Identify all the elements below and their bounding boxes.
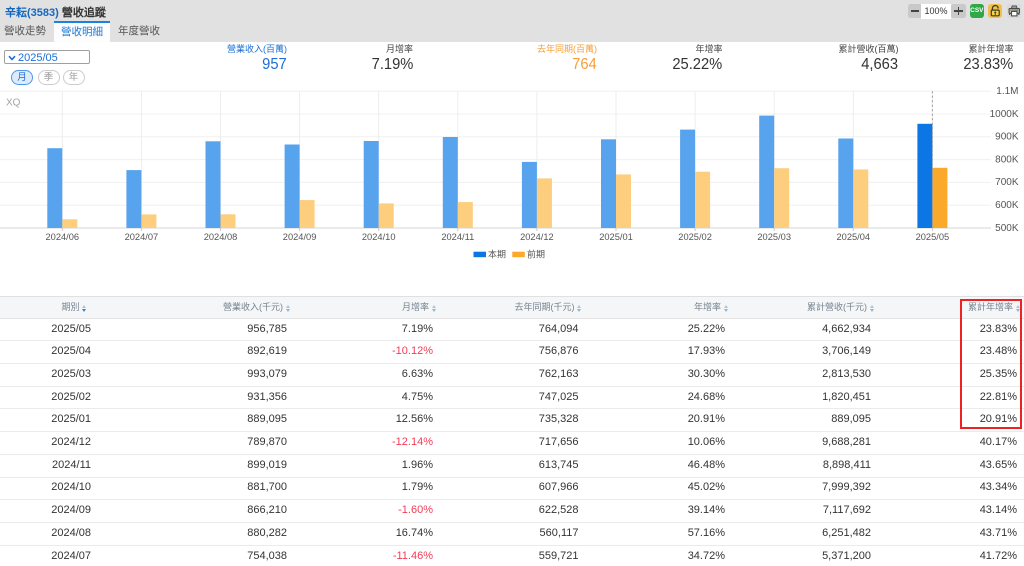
svg-text:2025/03: 2025/03 — [757, 232, 791, 242]
svg-text:XQ: XQ — [6, 98, 21, 109]
svg-text:600K: 600K — [995, 200, 1019, 211]
svg-text:2025/02: 2025/02 — [678, 232, 712, 242]
svg-text:700K: 700K — [995, 177, 1019, 188]
svg-text:本期: 本期 — [488, 249, 506, 260]
svg-text:800K: 800K — [995, 154, 1019, 165]
svg-text:2024/09: 2024/09 — [283, 232, 317, 242]
svg-text:1000K: 1000K — [990, 109, 1019, 120]
svg-text:2024/10: 2024/10 — [362, 232, 396, 242]
svg-text:前期: 前期 — [527, 249, 545, 260]
svg-text:2024/07: 2024/07 — [125, 232, 159, 242]
svg-text:2024/06: 2024/06 — [45, 232, 79, 242]
svg-text:2025/05: 2025/05 — [916, 232, 950, 242]
svg-text:2024/11: 2024/11 — [441, 232, 474, 242]
svg-text:2024/12: 2024/12 — [520, 232, 554, 242]
svg-text:2025/04: 2025/04 — [836, 232, 870, 242]
svg-text:2025/01: 2025/01 — [599, 232, 633, 242]
svg-text:1.1M: 1.1M — [996, 86, 1018, 97]
svg-text:2024/08: 2024/08 — [204, 232, 238, 242]
svg-text:500K: 500K — [995, 223, 1019, 234]
svg-text:900K: 900K — [995, 132, 1019, 143]
